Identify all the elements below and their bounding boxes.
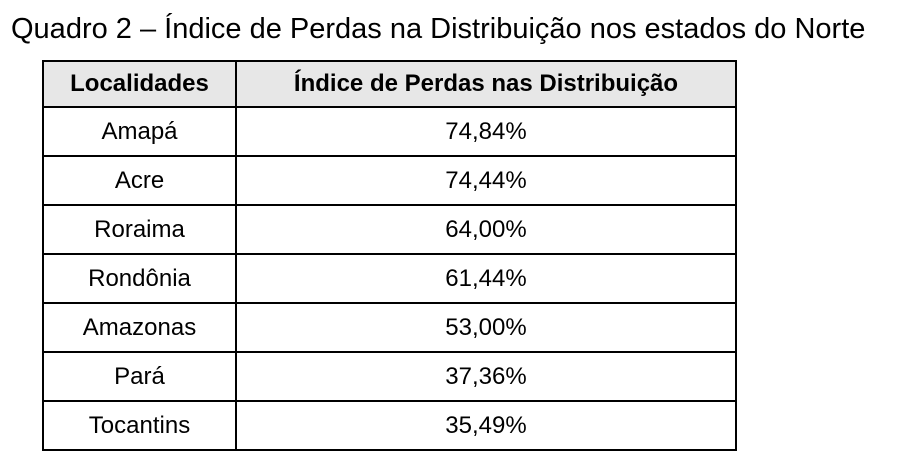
table-row: Amapá 74,84% bbox=[42, 106, 737, 157]
header-row: Localidades Índice de Perdas nas Distrib… bbox=[42, 60, 737, 108]
locality-cell: Acre bbox=[42, 155, 237, 206]
table-header: Localidades Índice de Perdas nas Distrib… bbox=[42, 60, 737, 108]
value-cell: 37,36% bbox=[235, 351, 737, 402]
losses-table: Localidades Índice de Perdas nas Distrib… bbox=[42, 60, 737, 451]
locality-cell: Amapá bbox=[42, 106, 237, 157]
locality-cell: Rondônia bbox=[42, 253, 237, 304]
value-cell: 74,84% bbox=[235, 106, 737, 157]
table-body: Amapá 74,84% Acre 74,44% Roraima 64,00% … bbox=[42, 106, 737, 451]
value-cell: 35,49% bbox=[235, 400, 737, 451]
value-cell: 61,44% bbox=[235, 253, 737, 304]
value-cell: 64,00% bbox=[235, 204, 737, 255]
table-row: Tocantins 35,49% bbox=[42, 400, 737, 451]
value-cell: 74,44% bbox=[235, 155, 737, 206]
table-caption: Quadro 2 – Índice de Perdas na Distribui… bbox=[11, 13, 866, 45]
table-row: Acre 74,44% bbox=[42, 155, 737, 206]
column-header-loss-index: Índice de Perdas nas Distribuição bbox=[235, 60, 737, 108]
table-row: Roraima 64,00% bbox=[42, 204, 737, 255]
column-header-localities: Localidades bbox=[42, 60, 237, 108]
table-row: Pará 37,36% bbox=[42, 351, 737, 402]
locality-cell: Roraima bbox=[42, 204, 237, 255]
locality-cell: Tocantins bbox=[42, 400, 237, 451]
locality-cell: Amazonas bbox=[42, 302, 237, 353]
table-row: Amazonas 53,00% bbox=[42, 302, 737, 353]
table-row: Rondônia 61,44% bbox=[42, 253, 737, 304]
locality-cell: Pará bbox=[42, 351, 237, 402]
value-cell: 53,00% bbox=[235, 302, 737, 353]
